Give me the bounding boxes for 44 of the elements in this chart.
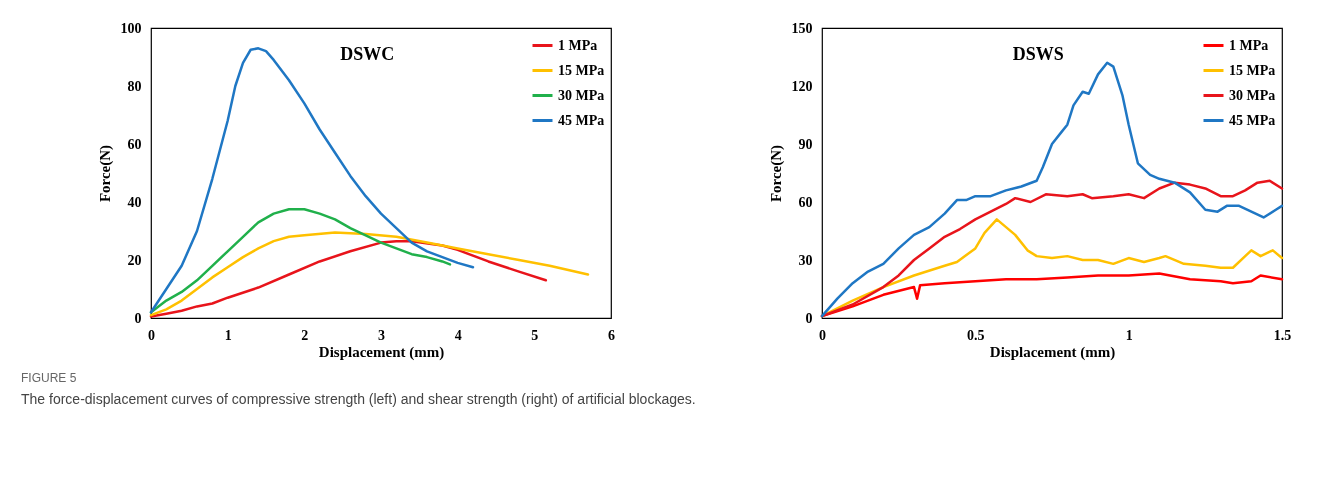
x-axis-title: Displacement (mm) <box>318 343 445 361</box>
legend-label: 15 MPa <box>1229 62 1276 78</box>
y-tick-label: 120 <box>791 78 813 94</box>
x-tick-label: 0 <box>819 327 826 343</box>
y-tick-label: 20 <box>127 252 142 268</box>
text: DSWS <box>1012 44 1064 64</box>
x-axis-title: Displacement (mm) <box>989 343 1116 361</box>
y-tick-label: 60 <box>127 136 142 152</box>
y-tick-label: 150 <box>791 20 813 36</box>
y-tick-label: 60 <box>798 194 813 210</box>
y-tick-label: 90 <box>798 136 813 152</box>
y-tick-label: 30 <box>798 252 813 268</box>
caption: FIGURE 5 <box>21 371 77 385</box>
y-tick-label: 0 <box>134 310 142 326</box>
x-tick-label: 4 <box>454 327 462 343</box>
x-tick-label: 1.5 <box>1273 327 1292 343</box>
x-tick-label: 0.5 <box>967 327 985 343</box>
legend-label: 30 MPa <box>558 87 605 103</box>
y-tick-label: 100 <box>120 20 142 36</box>
y-axis-title: Force(N) <box>96 144 114 203</box>
line-series <box>149 208 452 314</box>
x-tick-label: 6 <box>608 327 615 343</box>
y-tick-label: 0 <box>805 310 813 326</box>
line-series <box>820 61 1284 318</box>
legend-label: 30 MPa <box>1229 87 1276 103</box>
legend-label: 1 MPa <box>558 37 598 53</box>
text: DSWC <box>340 44 395 64</box>
x-tick-label: 5 <box>531 327 539 343</box>
x-tick-label: 3 <box>378 327 385 343</box>
line-series <box>149 47 475 314</box>
legend-label: 45 MPa <box>558 112 605 128</box>
y-tick-label: 40 <box>127 194 142 210</box>
x-tick-label: 1 <box>224 327 232 343</box>
legend-label: 1 MPa <box>1229 37 1269 53</box>
legend-label: 15 MPa <box>558 62 605 78</box>
x-tick-label: 0 <box>148 327 155 343</box>
x-tick-label: 2 <box>301 327 309 343</box>
line-series <box>820 179 1284 318</box>
y-axis-title: Force(N) <box>767 144 785 203</box>
line-series <box>149 231 590 317</box>
legend-label: 45 MPa <box>1229 112 1276 128</box>
x-tick-label: 1 <box>1125 327 1133 343</box>
y-tick-label: 80 <box>127 78 142 94</box>
text: The force-displacement curves of compressive strength (left) and shear strength (right) of artificial blockages. <box>21 391 696 407</box>
